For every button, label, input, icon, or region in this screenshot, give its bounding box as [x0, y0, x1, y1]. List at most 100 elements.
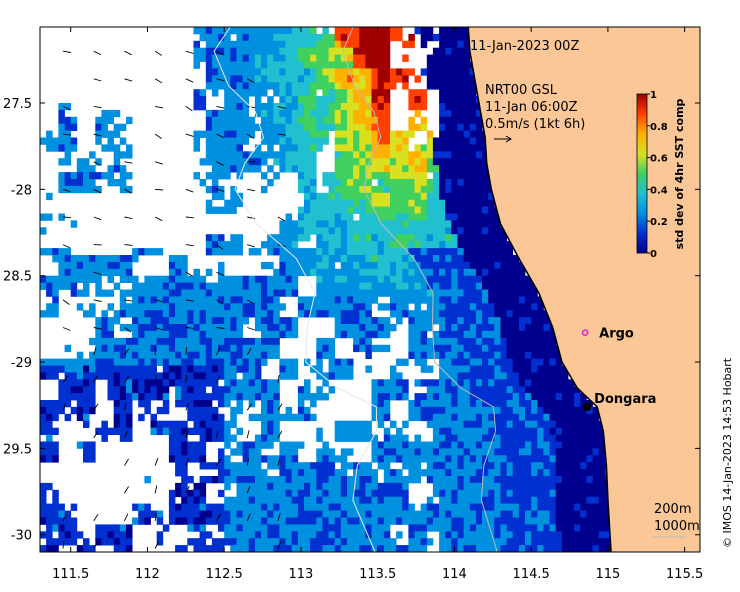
heatmap-cell — [83, 413, 90, 422]
heatmap-cell — [316, 351, 323, 359]
heatmap-cell — [254, 275, 262, 283]
heatmap-cell — [592, 441, 600, 449]
heatmap-cell — [267, 296, 274, 304]
heatmap-cell — [291, 531, 299, 539]
heatmap-cell — [377, 33, 385, 42]
heatmap-cell — [242, 476, 250, 484]
heatmap-cell — [390, 75, 397, 83]
heatmap-cell — [494, 517, 501, 525]
heatmap-cell — [525, 510, 532, 518]
heatmap-cell — [463, 275, 471, 283]
heatmap-cell — [267, 27, 274, 35]
heatmap-cell — [297, 393, 305, 401]
heatmap-cell — [439, 123, 446, 131]
heatmap-cell — [297, 503, 305, 511]
heatmap-cell — [46, 310, 53, 318]
sst-std-dev-heatmap — [40, 27, 612, 552]
heatmap-cell — [512, 482, 520, 491]
heatmap-cell — [261, 296, 268, 304]
heatmap-cell — [218, 27, 225, 35]
heatmap-cell — [304, 213, 311, 221]
heatmap-cell — [89, 310, 96, 318]
heatmap-cell — [236, 109, 243, 118]
heatmap-cell — [445, 206, 452, 214]
heatmap-cell — [457, 89, 464, 97]
heatmap-cell — [205, 234, 213, 242]
heatmap-cell — [285, 68, 293, 76]
heatmap-cell — [273, 158, 280, 166]
heatmap-cell — [408, 241, 415, 249]
heatmap-cell — [291, 27, 299, 35]
heatmap-cell — [390, 420, 397, 428]
heatmap-cell — [254, 282, 262, 290]
heatmap-cell — [365, 268, 372, 277]
heatmap-cell — [187, 413, 194, 422]
heatmap-cell — [561, 441, 569, 449]
heatmap-cell — [543, 400, 550, 408]
heatmap-cell — [64, 524, 72, 532]
heatmap-cell — [310, 545, 317, 552]
heatmap-cell — [359, 310, 366, 318]
heatmap-cell — [347, 503, 354, 511]
heatmap-cell — [396, 503, 403, 511]
heatmap-cell — [347, 275, 354, 283]
heatmap-cell — [365, 330, 372, 339]
heatmap-cell — [248, 310, 256, 318]
heatmap-cell — [500, 248, 507, 256]
heatmap-cell — [119, 365, 127, 373]
heatmap-cell — [187, 496, 194, 504]
heatmap-cell — [150, 296, 157, 304]
heatmap-cell — [390, 220, 397, 228]
heatmap-cell — [414, 213, 421, 221]
heatmap-cell — [377, 317, 385, 325]
heatmap-cell — [445, 33, 452, 42]
heatmap-cell — [457, 255, 464, 263]
heatmap-cell — [555, 531, 563, 539]
heatmap-cell — [500, 455, 507, 463]
heatmap-cell — [525, 531, 532, 539]
heatmap-cell — [469, 103, 477, 111]
heatmap-cell — [451, 116, 458, 125]
heatmap-cell — [285, 517, 293, 525]
heatmap-cell — [150, 351, 157, 359]
heatmap-cell — [414, 455, 421, 463]
heatmap-cell — [205, 47, 213, 55]
heatmap-cell — [592, 455, 600, 463]
heatmap-cell — [488, 379, 495, 387]
heatmap-cell — [432, 61, 440, 69]
heatmap-cell — [297, 179, 305, 187]
heatmap-cell — [156, 330, 164, 339]
heatmap-cell — [199, 344, 207, 353]
heatmap-cell — [199, 448, 207, 456]
heatmap-cell — [328, 68, 336, 76]
heatmap-cell — [199, 130, 207, 138]
heatmap-cell — [574, 510, 581, 518]
heatmap-cell — [512, 469, 520, 477]
heatmap-cell — [537, 420, 544, 428]
heatmap-cell — [236, 393, 243, 401]
heatmap-cell — [451, 96, 458, 104]
heatmap-cell — [291, 151, 299, 159]
heatmap-cell — [383, 165, 391, 173]
heatmap-cell — [353, 255, 360, 263]
wind-arrow — [277, 133, 286, 136]
heatmap-cell — [334, 324, 342, 332]
heatmap-cell — [432, 434, 440, 442]
heatmap-cell — [402, 227, 409, 235]
heatmap-cell — [236, 503, 243, 511]
heatmap-cell — [469, 510, 477, 518]
heatmap-cell — [432, 144, 440, 152]
heatmap-cell — [439, 137, 446, 145]
heatmap-cell — [537, 489, 544, 498]
heatmap-cell — [475, 123, 483, 131]
colorbar-tick-label: 0.6 — [650, 154, 668, 165]
heatmap-cell — [414, 324, 421, 332]
heatmap-cell — [457, 531, 464, 539]
heatmap-cell — [457, 510, 464, 518]
heatmap-cell — [218, 434, 225, 442]
heatmap-cell — [304, 27, 311, 35]
heatmap-cell — [377, 185, 385, 194]
heatmap-cell — [371, 282, 378, 290]
heatmap-cell — [291, 324, 299, 332]
heatmap-cell — [439, 206, 446, 214]
